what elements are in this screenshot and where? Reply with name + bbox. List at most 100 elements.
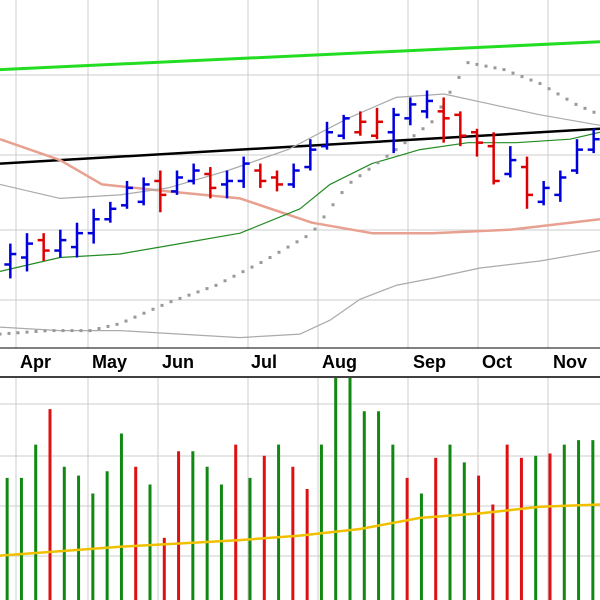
sar-dot — [448, 90, 452, 94]
sar-dot — [61, 329, 65, 333]
sar-dot — [493, 66, 497, 70]
price-bar — [304, 139, 317, 171]
sar-dot — [43, 329, 47, 333]
tick-label-may: May — [92, 352, 127, 372]
price-bar — [37, 233, 50, 261]
price-bar — [471, 128, 483, 157]
sar-dot — [502, 68, 506, 72]
price-bar — [571, 139, 583, 174]
price-bar — [321, 121, 333, 150]
sar-dot — [250, 265, 254, 269]
sar-dot — [223, 279, 227, 283]
sar-dot — [583, 106, 587, 110]
sar-dot — [241, 270, 245, 274]
sar-dot — [178, 296, 182, 300]
sar-dot — [538, 82, 542, 86]
tick-label-aug: Aug — [322, 352, 357, 372]
indicator-line-2 — [0, 138, 600, 235]
indicator-line-3 — [0, 131, 600, 272]
sar-dot — [187, 293, 191, 297]
indicator-lines — [0, 40, 600, 339]
sar-dot — [7, 331, 11, 335]
sar-dot — [511, 71, 515, 75]
sar-dot — [151, 307, 155, 311]
price-bar — [87, 208, 100, 244]
price-bar — [104, 201, 117, 223]
price-bar — [204, 167, 217, 199]
sar-dot — [160, 303, 164, 307]
sar-dot — [97, 327, 101, 331]
sar-dot — [457, 75, 461, 79]
sar-dot — [520, 75, 524, 79]
sar-dot — [142, 311, 146, 315]
volume-average-line — [0, 503, 600, 557]
sar-dot — [484, 64, 488, 68]
price-bars — [4, 90, 600, 279]
price-bar — [487, 132, 500, 185]
sar-dot — [313, 227, 317, 231]
sar-dot — [169, 300, 173, 304]
price-bar — [154, 170, 167, 213]
price-bar — [354, 111, 367, 136]
price-bar — [554, 170, 567, 202]
sar-dot — [286, 245, 290, 249]
sar-dot — [403, 141, 407, 145]
price-bar — [454, 111, 467, 147]
price-bar — [21, 233, 33, 272]
tick-label-jun: Jun — [162, 352, 194, 372]
price-bar — [4, 243, 17, 279]
sar-dot — [349, 180, 353, 184]
price-grid — [0, 0, 600, 348]
price-bar — [404, 97, 417, 126]
sar-dot — [574, 102, 578, 106]
volume-average — [0, 503, 600, 557]
indicator-line-1 — [0, 127, 600, 165]
sar-dot — [304, 235, 308, 239]
parabolic-sar-dots — [0, 61, 596, 336]
price-bar — [421, 90, 433, 119]
sar-dot — [475, 62, 479, 66]
tick-label-apr: Apr — [20, 352, 51, 372]
tick-label-jul: Jul — [251, 352, 277, 372]
sar-dot — [16, 331, 20, 335]
sar-dot — [133, 315, 137, 319]
price-bar — [137, 177, 150, 206]
sar-dot — [277, 250, 281, 254]
sar-dot — [565, 97, 569, 101]
sar-dot — [529, 78, 533, 82]
sar-dot — [547, 87, 551, 91]
volume-bars — [5, 378, 595, 600]
tick-label-nov: Nov — [553, 352, 587, 372]
sar-dot — [331, 203, 335, 207]
price-bar — [504, 146, 517, 178]
price-bar — [71, 222, 83, 258]
sar-dot — [394, 148, 398, 152]
sar-dot — [376, 161, 380, 165]
sar-dot — [322, 215, 326, 219]
price-bar — [171, 170, 183, 195]
indicator-line-5 — [0, 250, 600, 339]
sar-dot — [196, 290, 200, 294]
x-axis-labels: Apr May Jun Jul Aug Sep Oct Nov — [20, 352, 587, 372]
sar-dot — [79, 329, 83, 333]
sar-dot — [556, 92, 560, 96]
sar-dot — [214, 283, 218, 287]
sar-dot — [232, 274, 236, 278]
sar-dot — [88, 329, 92, 333]
tick-label-sep: Sep — [413, 352, 446, 372]
price-bar — [287, 163, 300, 188]
sar-dot — [52, 329, 56, 333]
price-bar — [237, 156, 250, 188]
sar-dot — [34, 329, 38, 333]
sar-dot — [340, 191, 344, 195]
sar-dot — [0, 332, 2, 336]
indicator-line-0 — [0, 40, 600, 72]
price-bar — [54, 229, 67, 258]
sar-dot — [592, 110, 596, 114]
price-bar — [537, 180, 550, 206]
price-bar — [337, 114, 350, 140]
sar-dot — [25, 330, 29, 334]
sar-dot — [358, 174, 362, 178]
price-bar — [437, 97, 450, 143]
sar-dot — [295, 240, 299, 244]
